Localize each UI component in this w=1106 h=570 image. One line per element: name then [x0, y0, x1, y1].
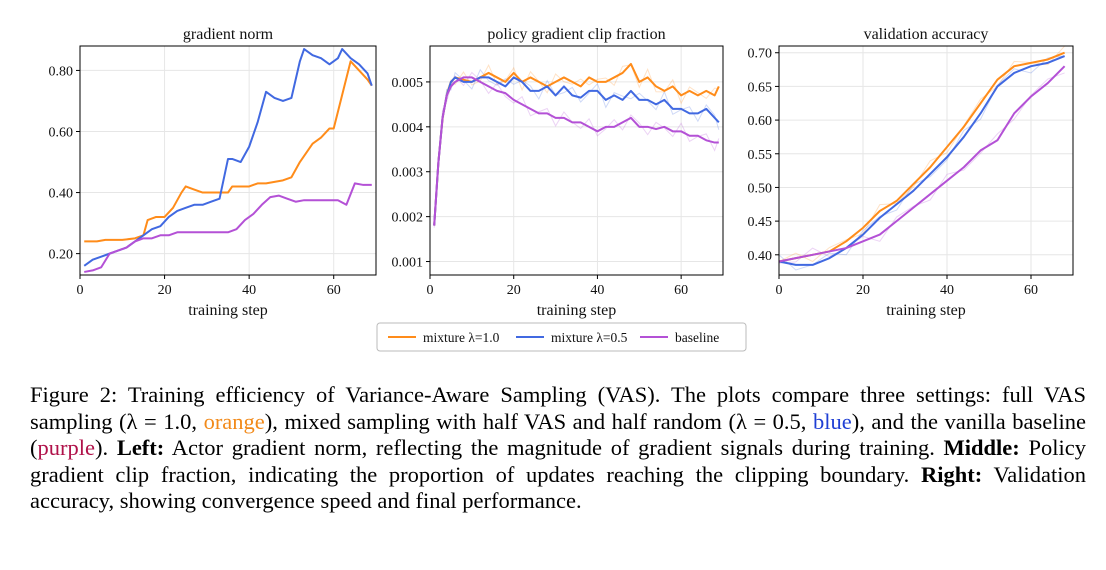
caption-part2: ), mixed sampling with half VAS and half… — [264, 408, 736, 434]
charts-svg: 0 20 40 60 0.20 0.40 0.60 0.80 gradient norm trai… — [49, 26, 1074, 352]
legend-label-1: mixture λ=1.0 — [423, 330, 500, 345]
series-line-3 — [84, 182, 372, 273]
series-line-2 — [779, 55, 1065, 266]
caption-middle-text: Policy gradient clip fraction, indicatin… — [30, 435, 1086, 487]
caption-middle-label: Middle: — [943, 435, 1020, 461]
chart-title: policy gradient clip fraction — [487, 26, 665, 43]
x-tick-label: 60 — [327, 283, 341, 298]
caption-part4: ). — [94, 435, 117, 461]
legend-box — [376, 322, 747, 352]
figure-charts: 0 20 40 60 0.20 0.40 0.60 0.80 gradient norm trai… — [49, 26, 1074, 352]
x-tick-label: 60 — [674, 283, 688, 298]
caption-orange-word: orange — [203, 408, 265, 434]
x-tick-label: 0 — [427, 283, 434, 298]
y-tick-label: 0.45 — [748, 215, 773, 230]
series-line-3 — [433, 76, 719, 226]
series-line-1 — [433, 62, 720, 226]
x-tick-label: 0 — [776, 283, 783, 298]
caption-lambda2: λ = 0.5, — [735, 408, 807, 434]
caption-part1: Training efficiency of Variance-Aware Sa… — [30, 382, 1086, 434]
plot-frame — [79, 45, 377, 276]
y-tick-label: 0.001 — [392, 256, 424, 271]
y-tick-label: 0.60 — [748, 114, 773, 129]
x-tick-label: 60 — [1024, 283, 1038, 298]
series-line-2 — [433, 76, 720, 226]
series-faint-line — [779, 72, 1065, 264]
y-tick-label: 0.55 — [748, 148, 773, 163]
legend-label-3: baseline — [675, 330, 719, 345]
series-line-2 — [83, 48, 373, 267]
legend-label-2: mixture λ=0.5 — [551, 330, 628, 345]
y-tick-label: 0.40 — [49, 187, 74, 202]
x-axis-label: training step — [537, 302, 617, 319]
x-tick-label: 40 — [940, 283, 954, 298]
y-tick-label: 0.20 — [49, 248, 74, 263]
legend: mixture λ=1.0 mixture λ=0.5 baseline — [376, 322, 747, 352]
y-tick-label: 0.70 — [748, 47, 773, 62]
figure-label: Figure 2: — [30, 382, 118, 407]
caption-right-label: Right: — [921, 461, 983, 487]
y-tick-label: 0.40 — [748, 249, 773, 264]
plot-frame — [778, 45, 1074, 276]
chart-panel-2: 0 20 40 60 0.001 0.002 0.003 0.004 0.005 policy g… — [392, 26, 724, 319]
x-tick-label: 0 — [77, 283, 84, 298]
chart-title: validation accuracy — [864, 26, 989, 43]
y-tick-label: 0.005 — [392, 76, 424, 91]
caption-blue-word: blue — [813, 408, 852, 434]
y-tick-label: 0.50 — [748, 181, 773, 196]
caption-left-label: Left: — [116, 435, 165, 461]
series-faint-line — [779, 55, 1065, 271]
x-tick-label: 20 — [856, 283, 870, 298]
caption-purple-word: purple — [37, 435, 95, 461]
caption-part3: ), and the vanilla baseline ( — [30, 408, 1086, 461]
plot-frame — [429, 45, 724, 276]
series-faint-line — [779, 46, 1065, 263]
y-tick-label: 0.60 — [49, 125, 74, 140]
x-tick-label: 20 — [158, 283, 172, 298]
y-tick-label: 0.65 — [748, 80, 773, 95]
chart-title: gradient norm — [183, 26, 274, 43]
chart-panel-3: 0 20 40 60 0.40 0.45 0.50 0.55 0.60 0.65 0.70 valid… — [748, 26, 1074, 319]
caption-lambda1: λ = 1.0, — [126, 408, 197, 434]
x-tick-label: 40 — [590, 283, 604, 298]
series-line-3 — [779, 65, 1066, 263]
x-axis-label: training step — [886, 302, 966, 319]
figure-caption: Figure 2: Training efficiency of Varianc… — [30, 382, 1086, 515]
series-line-1 — [84, 60, 373, 243]
x-axis-label: training step — [188, 302, 268, 319]
y-tick-label: 0.002 — [392, 211, 424, 226]
y-tick-label: 0.003 — [392, 166, 424, 181]
caption-left-text: Actor gradient norm, reflecting the magn… — [164, 435, 944, 461]
series-faint-line — [433, 64, 719, 226]
chart-panel-1: 0 20 40 60 0.20 0.40 0.60 0.80 gradient norm trai… — [49, 26, 377, 319]
caption-right-text: Validation accuracy, showing convergence… — [30, 461, 1087, 514]
series-line-1 — [779, 51, 1065, 263]
y-tick-label: 0.80 — [49, 64, 74, 79]
series-faint-line — [433, 68, 720, 218]
x-tick-label: 40 — [242, 283, 256, 298]
series-faint-line — [433, 71, 720, 228]
y-tick-label: 0.004 — [392, 121, 424, 136]
x-tick-label: 20 — [507, 283, 521, 298]
